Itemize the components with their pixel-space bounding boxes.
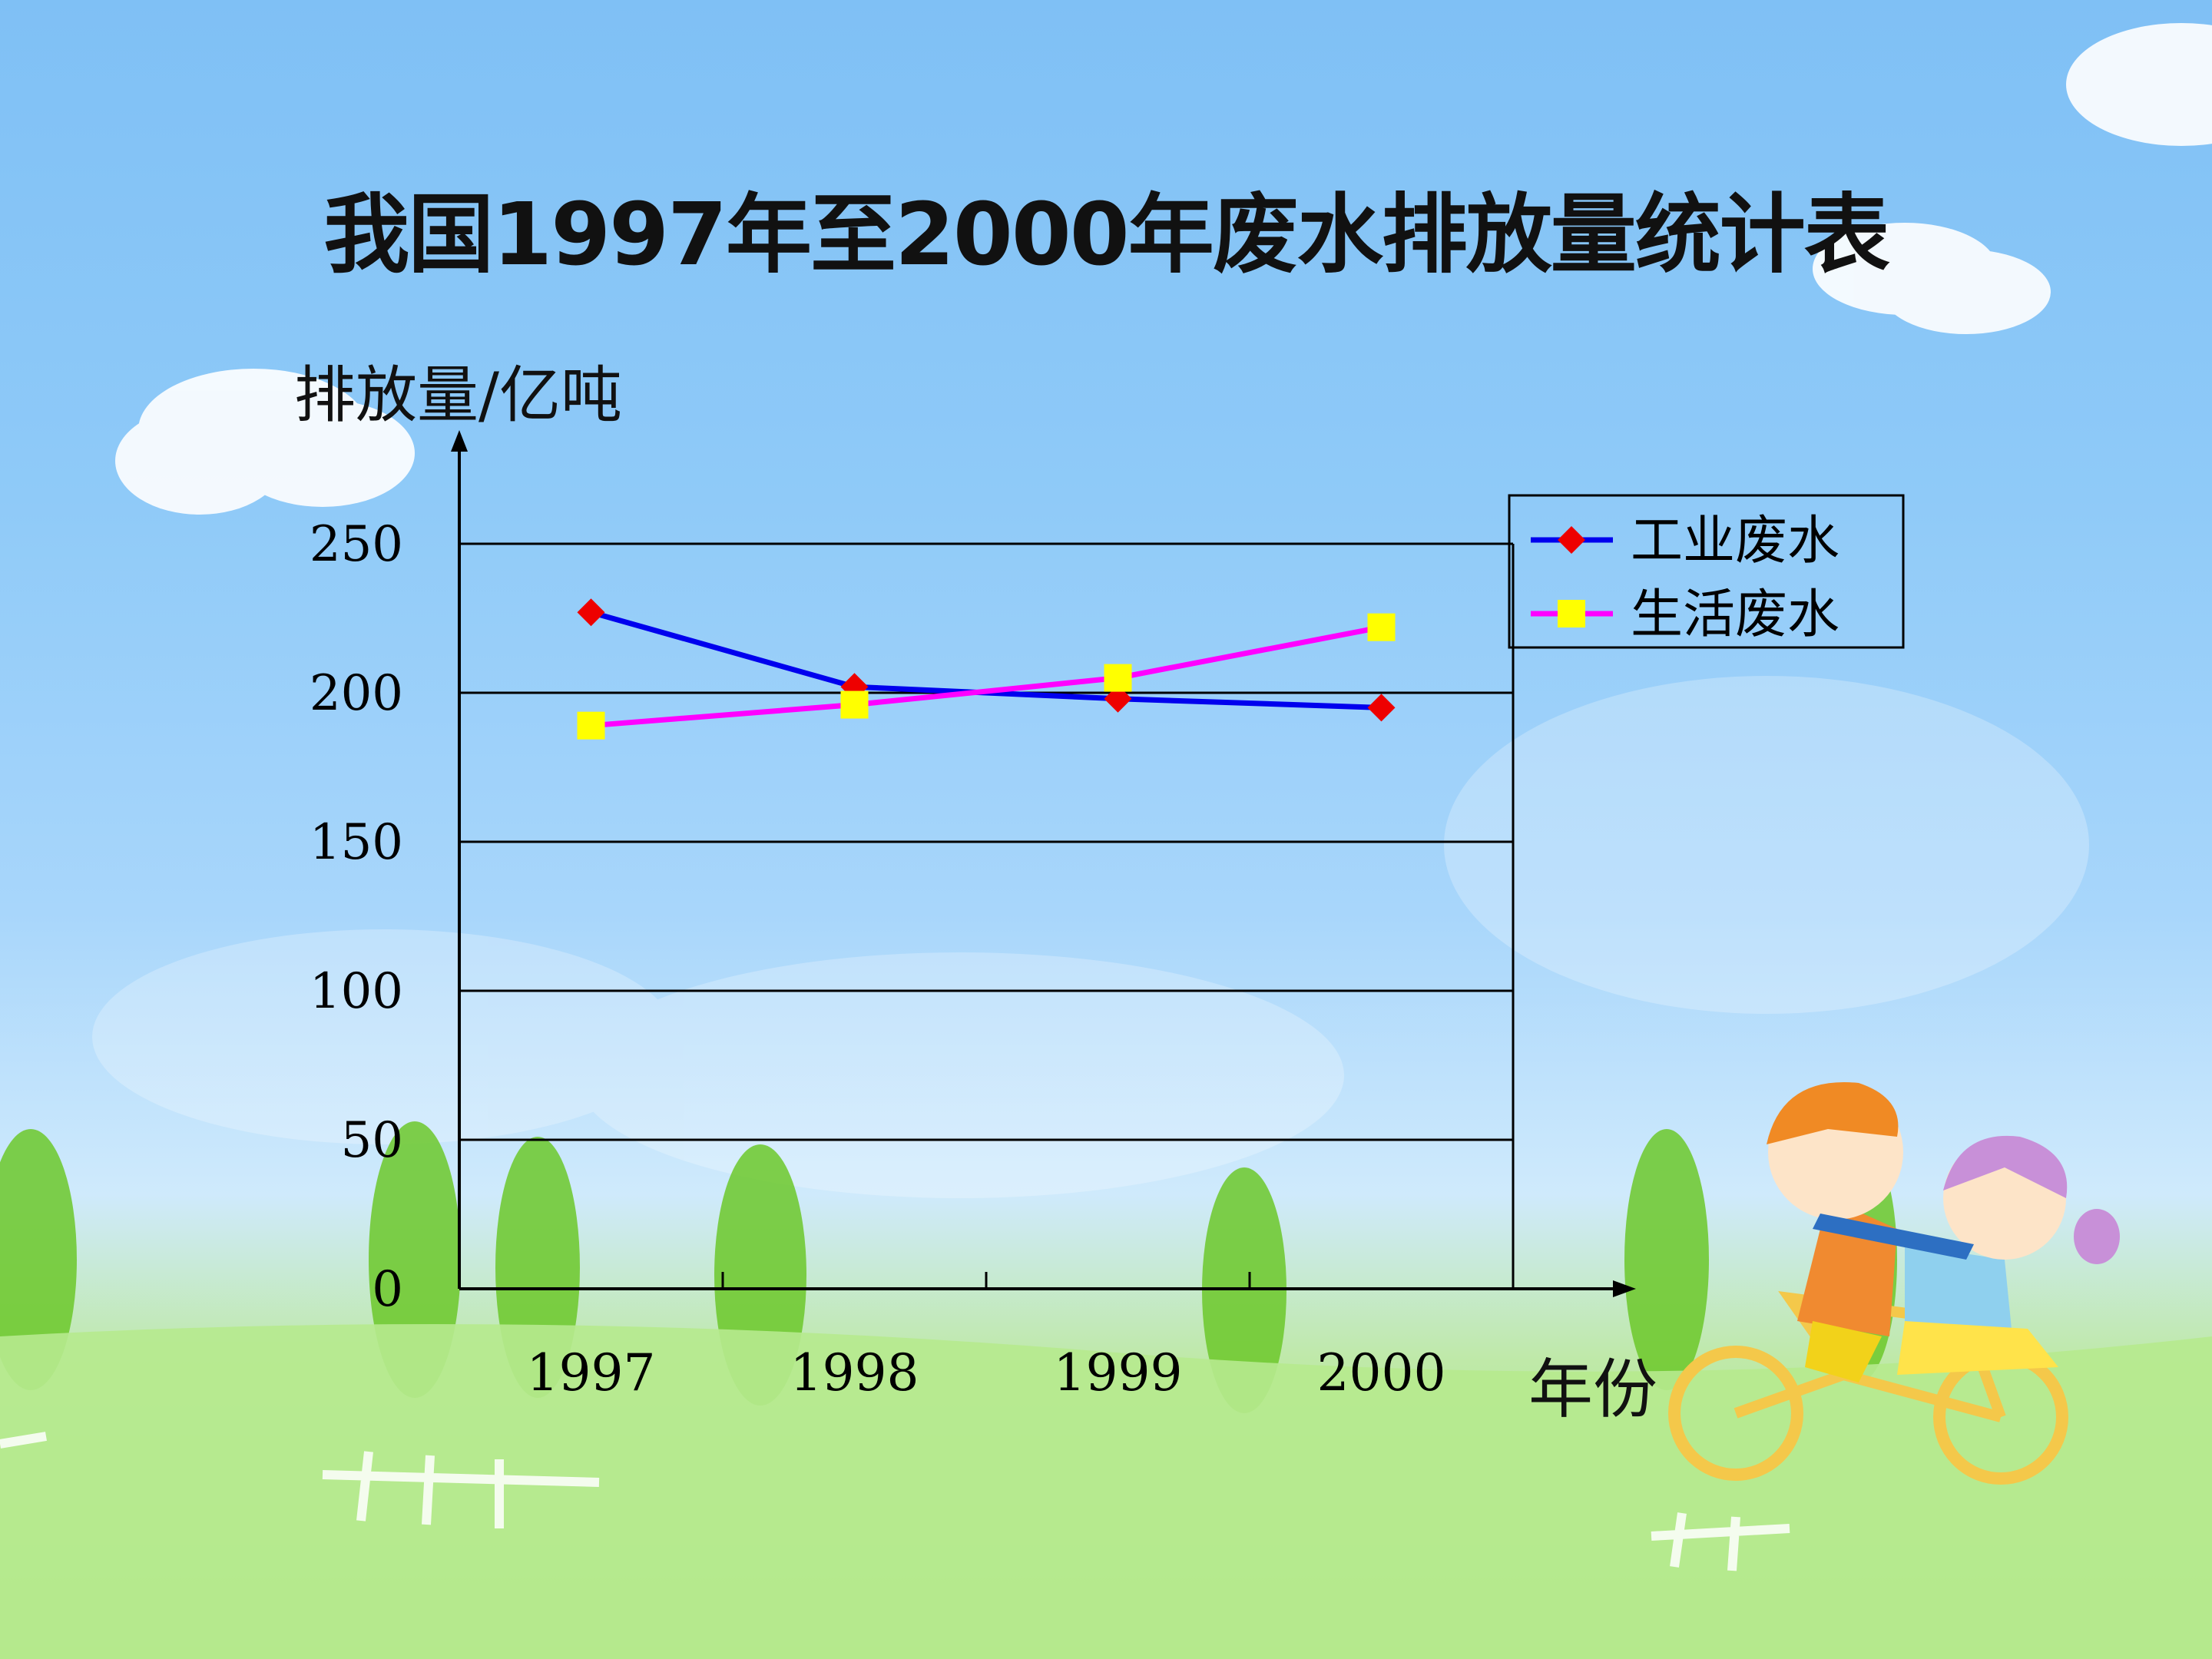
gridlines: [459, 542, 1515, 1289]
x-tick-label: 1999: [1054, 1343, 1183, 1402]
data-point-marker: [1367, 613, 1396, 641]
x-axis-arrow: [1613, 1280, 1636, 1297]
tick-labels: 0 50 100 150 200 250 1997 1998 1999 2000: [310, 516, 1446, 1402]
chart-title: 我国1997年至2000年废水排放量统计表: [323, 185, 1889, 285]
x-tick-label: 1997: [527, 1343, 656, 1402]
series-line-2: [591, 624, 1382, 729]
x-axis-label: 年份: [1528, 1352, 1658, 1427]
legend-marker: [1558, 526, 1585, 554]
legend-label: 生活废水: [1631, 584, 1839, 645]
series-lines: [577, 598, 1396, 740]
data-point-marker: [1367, 694, 1396, 722]
kids-on-bicycle: [1668, 1082, 2120, 1485]
data-point-marker: [577, 711, 605, 740]
data-point-marker: [577, 598, 605, 627]
x-tick-label: 1998: [790, 1343, 919, 1402]
y-tick-label: 50: [341, 1112, 403, 1169]
y-tick-label: 0: [372, 1261, 403, 1318]
y-axis-arrow: [451, 430, 468, 452]
y-axis-label: 排放量/亿吨: [294, 359, 622, 431]
x-tick-label: 2000: [1317, 1343, 1446, 1402]
legend-label: 工业废水: [1631, 511, 1839, 571]
data-point-marker: [1104, 664, 1132, 692]
data-point-marker: [1104, 684, 1132, 713]
axes: [451, 430, 1636, 1297]
y-tick-label: 100: [310, 963, 403, 1020]
legend-marker: [1558, 600, 1585, 628]
y-tick-label: 200: [310, 665, 403, 722]
legend-box: [1508, 494, 1905, 649]
data-point-marker: [840, 690, 869, 719]
y-tick-label: 250: [310, 516, 403, 573]
y-tick-label: 150: [310, 814, 403, 871]
